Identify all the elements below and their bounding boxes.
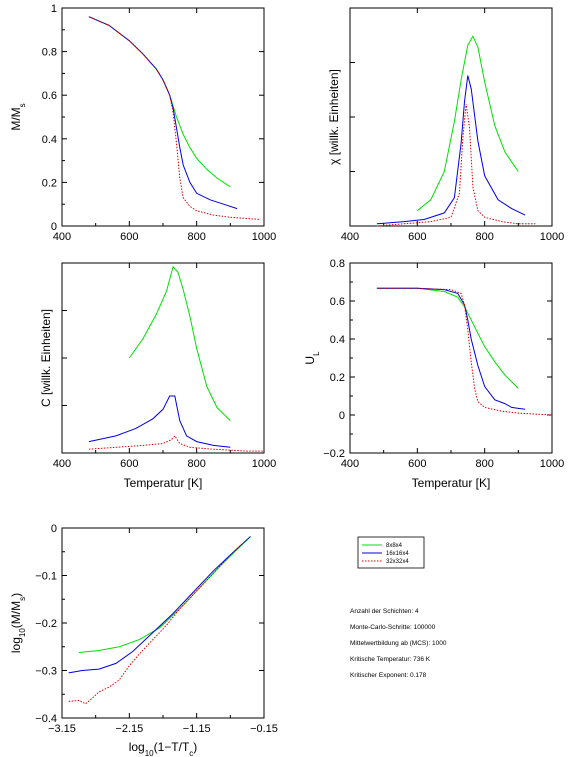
x-tick-label: 400	[341, 458, 359, 470]
plot-frame	[349, 7, 553, 227]
y-tick-label: 1	[51, 3, 57, 15]
series-line-16x16x4	[68, 536, 251, 674]
x-axis-label: log10(1−T/Tc)	[129, 740, 198, 757]
x-axis-label: Temperatur [K]	[124, 476, 203, 490]
series-line-8x8x4	[128, 265, 231, 422]
legend-item-32x32x4: 32x32x4	[362, 559, 409, 565]
plot-frame	[61, 7, 265, 227]
x-tick-label: 800	[187, 231, 205, 243]
info-critical-exponent: Kritischer Exponent: 0.178	[350, 672, 427, 679]
x-tick-label: 1000	[540, 231, 564, 243]
x-tick-label: 600	[408, 231, 426, 243]
y-tick-label: 0.2	[42, 177, 57, 189]
series-line-8x8x4	[416, 35, 519, 212]
y-tick-label: 0.6	[330, 296, 345, 308]
series-line-8x8x4	[376, 287, 519, 389]
y-axis-label: log10(M/Ms)	[9, 593, 27, 653]
series-line-32x32x4	[376, 287, 553, 416]
y-tick-label: −0.1	[35, 571, 57, 583]
info-mc-steps: Monte-Carlo-Schritte: 100000	[350, 624, 436, 631]
series-line-16x16x4	[88, 16, 238, 210]
legend-label: 8x8x4	[386, 543, 403, 549]
y-tick-label: −0.2	[35, 618, 57, 630]
x-tick-label: −3.15	[48, 723, 76, 735]
info-layers: Anzahl der Schichten: 4	[350, 608, 419, 615]
x-tick-label: 800	[187, 458, 205, 470]
x-tick-label: 800	[475, 458, 493, 470]
y-tick-label: 0	[51, 221, 57, 233]
series-line-32x32x4	[88, 16, 261, 220]
x-axis-label: Temperatur [K]	[412, 476, 491, 490]
series-line-8x8x4	[78, 536, 251, 653]
legend: 8x8x4 16x16x4 32x32x4	[357, 536, 425, 569]
y-axis-label: C [willk. Einheiten]	[39, 309, 53, 407]
x-tick-label: 600	[408, 458, 426, 470]
y-tick-label: 0.2	[330, 372, 345, 384]
legend-label: 16x16x4	[386, 551, 409, 557]
series-line-32x32x4	[88, 435, 264, 452]
series-line-8x8x4	[88, 16, 231, 188]
chart-magnetization: 400 600 800 1000 0 0.2 0.4 0.6 0.8 1 M/Ms	[9, 3, 276, 243]
legend-item-8x8x4: 8x8x4	[362, 543, 403, 549]
info-critical-temperature: Kritische Temperatur: 736 K	[350, 656, 431, 663]
series-line-32x32x4	[376, 103, 536, 227]
y-tick-label: 0.4	[42, 134, 57, 146]
legend-label: 32x32x4	[386, 559, 409, 565]
y-axis-label: UL	[303, 351, 321, 365]
y-tick-label: 0	[339, 410, 345, 422]
x-tick-label: 800	[475, 231, 493, 243]
y-tick-label: 0.6	[42, 90, 57, 102]
x-tick-label: −2.15	[115, 723, 143, 735]
x-tick-label: 400	[341, 231, 359, 243]
y-tick-label: −0.3	[35, 666, 57, 678]
simulation-info: Anzahl der Schichten: 4 Monte-Carlo-Schr…	[350, 608, 447, 679]
y-tick-label: 0	[51, 523, 57, 535]
x-tick-label: −1.15	[183, 723, 211, 735]
x-tick-label: 1000	[540, 458, 564, 470]
y-tick-label: 0.8	[42, 47, 57, 59]
plots-layer: 400 600 800 1000 0 0.2 0.4 0.6 0.8 1 M/Ms 400 600 800…	[9, 3, 564, 757]
y-tick-label: −0.4	[35, 713, 57, 725]
x-tick-label: 400	[53, 458, 71, 470]
series-line-32x32x4	[68, 536, 251, 705]
chart-susceptibility: 400 600 800 1000 χ [willk. Einheiten]	[327, 7, 564, 243]
x-tick-label: 600	[120, 458, 138, 470]
y-axis-label: χ [willk. Einheiten]	[327, 69, 341, 165]
plot-frame	[61, 262, 265, 454]
x-tick-label: 1000	[252, 231, 276, 243]
info-averaging: Mittelwertbildung ab (MCS): 1000	[350, 640, 447, 647]
series-line-16x16x4	[376, 287, 526, 410]
chart-binder: 400 600 800 1000 −0.2 0 0.2 0.4 0.6 0.8 Temperatur…	[303, 258, 564, 490]
x-tick-label: 600	[120, 231, 138, 243]
y-axis-label: M/Ms	[9, 103, 27, 130]
x-tick-label: 400	[53, 231, 71, 243]
chart-specific_heat: 400 600 800 1000 Temperatur [K] C [willk. Ein…	[39, 262, 276, 490]
y-tick-label: −0.2	[323, 448, 345, 460]
chart-loglog: −3.15 −2.15 −1.15 −0.15 −0.4 −0.3 −0.2 −0.1 0 log…	[9, 523, 278, 757]
y-tick-label: 0.8	[330, 258, 345, 270]
y-tick-label: 0.4	[330, 334, 345, 346]
series-line-16x16x4	[88, 395, 231, 448]
x-tick-label: 1000	[252, 458, 276, 470]
series-line-16x16x4	[376, 75, 526, 225]
legend-item-16x16x4: 16x16x4	[362, 551, 409, 557]
x-tick-label: −0.15	[250, 723, 278, 735]
